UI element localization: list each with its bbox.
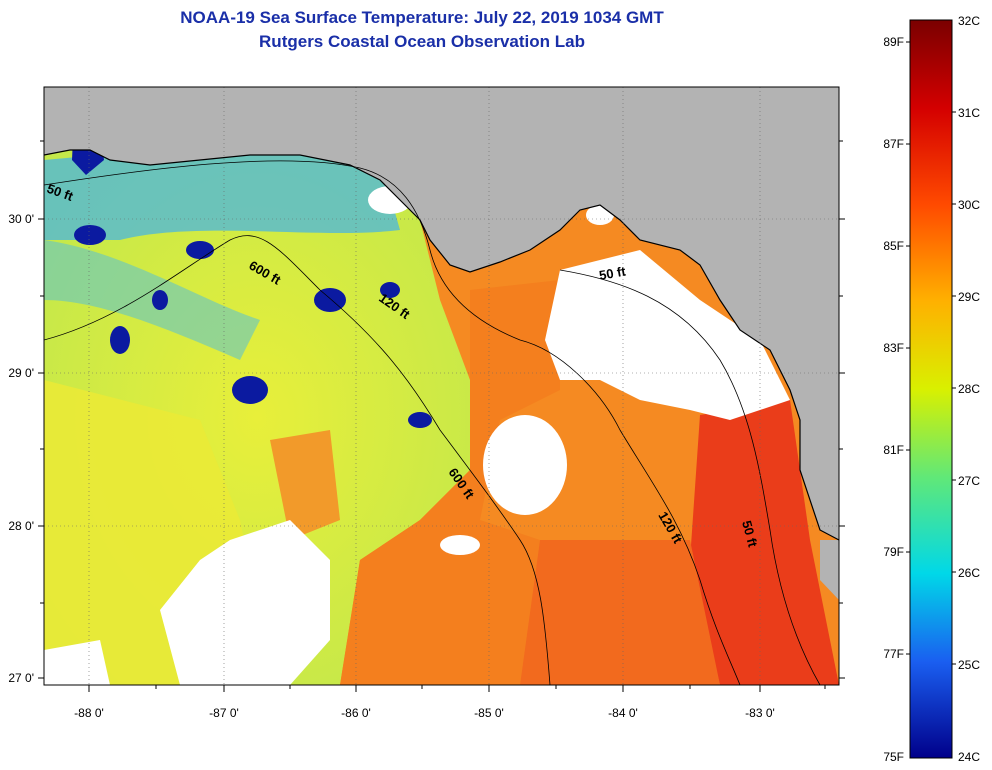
colorbar-celsius-labels: 32C 31C 30C 29C 28C 27C 26C 25C 24C (958, 14, 980, 764)
sea-cool-north (44, 148, 400, 240)
cbar-c-32: 32C (958, 14, 980, 28)
sea-warm-south (520, 540, 720, 685)
lat-label-28: 28 0' (8, 519, 34, 533)
land-mass (44, 87, 839, 540)
cbar-f-85: 85F (883, 239, 904, 253)
lon-label-86: -86 0' (341, 706, 371, 720)
lon-label-87: -87 0' (209, 706, 239, 720)
cbar-c-31: 31C (958, 106, 980, 120)
map-title: NOAA-19 Sea Surface Temperature: July 22… (180, 8, 664, 27)
lat-lon-grid (44, 87, 839, 685)
lat-label-27: 27 0' (8, 671, 34, 685)
cbar-f-89: 89F (883, 35, 904, 49)
lon-label-84: -84 0' (608, 706, 638, 720)
cbar-f-83: 83F (883, 341, 904, 355)
land-tampa (820, 540, 839, 600)
lon-label-85: -85 0' (474, 706, 504, 720)
sea-warm-central (340, 280, 560, 685)
cbar-c-29: 29C (958, 290, 980, 304)
lat-label-30: 30 0' (8, 212, 34, 226)
cbar-c-30: 30C (958, 198, 980, 212)
cbar-f-79: 79F (883, 545, 904, 559)
colorbar-ticks (906, 41, 956, 665)
contour-label-50e: 50 ft (598, 263, 628, 283)
map-frame (43, 86, 840, 686)
lon-label-88: -88 0' (74, 706, 104, 720)
lat-labels: 30 0' 29 0' 28 0' 27 0' (8, 212, 34, 685)
lon-label-83: -83 0' (745, 706, 775, 720)
coastline (44, 149, 839, 541)
sea-hot-east (690, 400, 839, 685)
cbar-c-25: 25C (958, 658, 980, 672)
map-subtitle: Rutgers Coastal Ocean Observation Lab (259, 32, 585, 51)
bathymetry-contours (44, 160, 821, 685)
map-plot (44, 87, 839, 685)
lon-labels: -88 0' -87 0' -86 0' -85 0' -84 0' -83 0… (74, 706, 775, 720)
contour-label-50s: 50 ft (739, 519, 761, 549)
map-ticks (38, 140, 845, 692)
cbar-f-77: 77F (883, 647, 904, 661)
colorbar (909, 19, 953, 759)
cbar-f-87: 87F (883, 137, 904, 151)
colorbar-fahrenheit-labels: 89F 87F 85F 83F 81F 79F 77F 75F (883, 35, 904, 764)
lat-label-29: 29 0' (8, 366, 34, 380)
cbar-f-75: 75F (883, 750, 904, 764)
cbar-c-28: 28C (958, 382, 980, 396)
cloud-mask (44, 186, 790, 685)
cbar-f-81: 81F (883, 443, 904, 457)
sea-warm-patch (270, 430, 340, 540)
cbar-c-24: 24C (958, 750, 980, 764)
cbar-c-27: 27C (958, 474, 980, 488)
cbar-c-26: 26C (958, 566, 980, 580)
